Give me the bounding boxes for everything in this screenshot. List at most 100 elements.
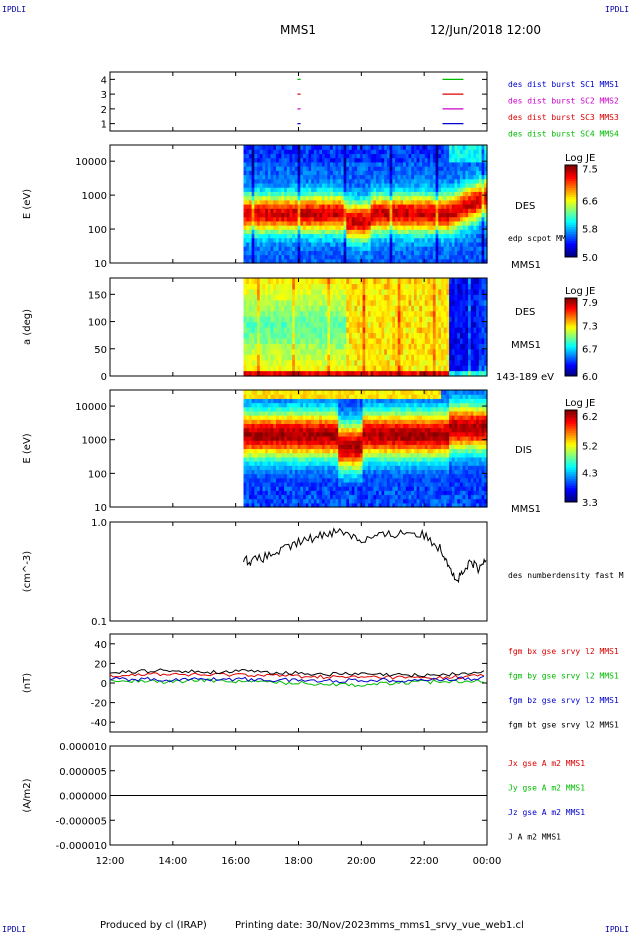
colorbar-cell-2 — [565, 315, 577, 318]
heatmap-cell — [443, 149, 448, 155]
heatmap-cell — [346, 354, 350, 361]
heatmap-cell — [289, 199, 293, 205]
heatmap-cell — [357, 153, 361, 159]
heatmap-cell — [392, 229, 396, 235]
heatmap-cell — [297, 456, 301, 462]
heatmap-cell — [319, 195, 323, 201]
heatmap-cell — [313, 145, 318, 150]
heatmap-cell — [303, 174, 307, 180]
heatmap-cell — [351, 191, 356, 197]
heatmap-cell — [397, 216, 402, 222]
heatmap-cell — [246, 452, 250, 458]
heatmap-cell — [386, 216, 391, 222]
heatmap-cell — [400, 321, 404, 328]
heatmap-cell — [389, 153, 393, 159]
heatmap-cell — [449, 250, 453, 256]
heatmap-cell — [259, 305, 264, 312]
heatmap-cell — [478, 191, 483, 197]
heatmap-cell — [468, 337, 472, 344]
heatmap-cell — [443, 225, 448, 230]
heatmap-cell — [294, 153, 299, 159]
heatmap-cell — [441, 208, 445, 214]
heatmap-cell — [340, 354, 345, 361]
heatmap-cell — [257, 481, 261, 487]
heatmap-cell — [313, 191, 318, 197]
heatmap-cell — [378, 153, 383, 159]
heatmap-cell — [384, 153, 388, 159]
heatmap-cell — [248, 237, 253, 243]
heatmap-cell — [292, 406, 296, 412]
heatmap-cell — [389, 332, 393, 339]
heatmap-cell — [246, 465, 250, 470]
heatmap-cell — [484, 370, 488, 377]
heatmap-cell — [435, 250, 439, 256]
heatmap-cell — [408, 278, 412, 285]
heatmap-cell — [370, 278, 374, 285]
heatmap-cell — [400, 191, 404, 197]
heatmap-cell — [327, 229, 331, 235]
heatmap-cell — [284, 299, 288, 306]
heatmap-cell — [294, 166, 299, 171]
heatmap-cell — [308, 161, 312, 167]
heatmap-cell — [346, 359, 350, 366]
heatmap-cell — [254, 288, 258, 295]
heatmap-cell — [438, 157, 442, 163]
heatmap-cell — [449, 220, 453, 226]
heatmap-cell — [424, 145, 429, 150]
heatmap-cell — [330, 178, 334, 184]
heatmap-cell — [381, 305, 385, 312]
heatmap-cell — [443, 370, 448, 377]
heatmap-cell — [297, 212, 301, 218]
heatmap-cell — [365, 237, 369, 243]
heatmap-cell — [338, 337, 342, 344]
heatmap-cell — [305, 465, 310, 470]
heatmap-cell — [294, 354, 299, 361]
heatmap-cell — [386, 327, 391, 334]
heatmap-cell — [419, 153, 423, 159]
heatmap-cell — [294, 161, 299, 167]
heatmap-cell — [303, 398, 307, 404]
heatmap-cell — [281, 288, 285, 295]
heatmap-cell — [427, 191, 431, 197]
heatmap-cell — [446, 178, 450, 184]
heatmap-cell — [330, 283, 334, 290]
heatmap-cell — [365, 174, 369, 180]
heatmap-cell — [378, 229, 383, 235]
heatmap-cell — [284, 415, 288, 420]
heatmap-cell — [267, 299, 272, 306]
heatmap-cell — [403, 216, 407, 222]
heatmap-cell — [343, 157, 347, 163]
heatmap-cell — [349, 157, 353, 163]
heatmap-cell — [462, 288, 466, 295]
heatmap-cell — [265, 182, 269, 188]
heatmap-cell — [468, 241, 472, 247]
heatmap-cell — [278, 187, 282, 192]
heatmap-cell — [370, 204, 374, 209]
heatmap-cell — [416, 327, 420, 334]
heatmap-cell — [438, 145, 442, 150]
heatmap-cell — [432, 283, 437, 290]
heatmap-cell — [343, 212, 347, 218]
heatmap-cell — [424, 327, 429, 334]
heatmap-cell — [324, 278, 328, 285]
heatmap-cell — [319, 299, 323, 306]
heatmap-cell — [403, 225, 407, 230]
heatmap-cell — [435, 233, 439, 239]
heatmap-cell — [332, 145, 337, 150]
heatmap-cell — [262, 481, 266, 487]
heatmap-cell — [403, 254, 407, 260]
heatmap-cell — [286, 250, 291, 256]
heatmap-cell — [275, 212, 280, 218]
heatmap-cell — [243, 461, 247, 466]
heatmap-cell — [419, 204, 423, 209]
heatmap-cell — [397, 254, 402, 260]
heatmap-cell — [262, 337, 266, 344]
heatmap-cell — [316, 370, 320, 377]
heatmap-cell — [405, 278, 410, 285]
heatmap-cell — [443, 365, 448, 372]
heatmap-cell — [327, 178, 331, 184]
heatmap-cell — [419, 354, 423, 361]
heatmap-cell — [357, 359, 361, 366]
heatmap-cell — [338, 208, 342, 214]
heatmap-cell — [454, 208, 458, 214]
